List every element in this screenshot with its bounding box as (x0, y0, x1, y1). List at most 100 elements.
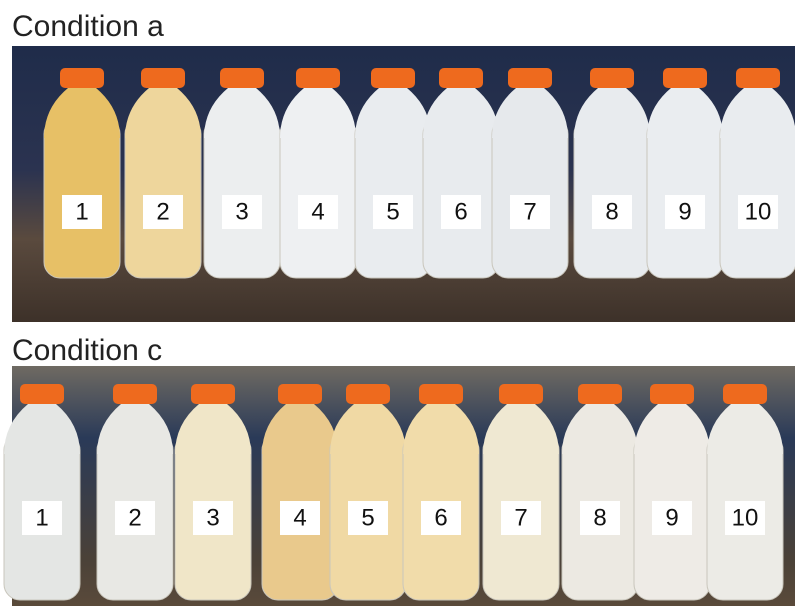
bottle-shoulder (720, 88, 795, 138)
label-box (725, 501, 765, 535)
bottle: 8 (573, 68, 651, 279)
bottle-label: 5 (386, 198, 399, 225)
bottle-cap (278, 384, 322, 404)
bottle-cap (499, 384, 543, 404)
label-box (421, 501, 461, 535)
bottle: 4 (261, 384, 339, 601)
bottle-cap (650, 384, 694, 404)
bottle: 9 (646, 68, 724, 279)
bottle-label: 1 (75, 198, 88, 225)
bottle-cap (371, 68, 415, 88)
bottle-cap (439, 68, 483, 88)
label-box (665, 195, 705, 229)
bottle-shoulder (707, 404, 783, 454)
bottle-shoulder (175, 404, 251, 454)
label-box (592, 195, 632, 229)
bottle: 6 (422, 68, 500, 279)
bottle: 7 (491, 68, 569, 279)
bottle-shoulder (97, 404, 173, 454)
bottle-label: 2 (128, 504, 141, 531)
label-box (580, 501, 620, 535)
bottle-shoulder (647, 88, 723, 138)
bottle-label: 3 (206, 504, 219, 531)
bottle-label: 6 (454, 198, 467, 225)
label-box (348, 501, 388, 535)
bottle-cap (663, 68, 707, 88)
bottle-label: 4 (311, 198, 324, 225)
bottle-cap (220, 68, 264, 88)
bottle-label: 10 (732, 504, 759, 531)
label-box (222, 195, 262, 229)
bottle-shoulder (4, 404, 80, 454)
bottle-cap (296, 68, 340, 88)
label-box (22, 501, 62, 535)
panel-title: Condition c (12, 334, 162, 367)
label-box (738, 195, 778, 229)
bottle-shoulder (562, 404, 638, 454)
bottle-shoulder (330, 404, 406, 454)
bottle-label: 9 (678, 198, 691, 225)
bottle-cap (141, 68, 185, 88)
bottle-label: 7 (523, 198, 536, 225)
bottle-label: 3 (235, 198, 248, 225)
bottle: 1 (43, 68, 121, 279)
bottle-label: 8 (605, 198, 618, 225)
label-box (193, 501, 233, 535)
label-box (298, 195, 338, 229)
label-box (441, 195, 481, 229)
bottle: 1 (3, 384, 81, 601)
bottle-cap (590, 68, 634, 88)
bottle-shoulder (44, 88, 120, 138)
bottle-shoulder (355, 88, 431, 138)
label-box (115, 501, 155, 535)
bottle-shoulder (483, 404, 559, 454)
bottle-cap (60, 68, 104, 88)
bottle-label: 4 (293, 504, 306, 531)
bottle-shoulder (280, 88, 356, 138)
bottle-label: 2 (156, 198, 169, 225)
bottle-shoulder (492, 88, 568, 138)
bottle-cap (419, 384, 463, 404)
bottle-label: 8 (593, 504, 606, 531)
bottle-shoulder (262, 404, 338, 454)
bottle: 5 (354, 68, 432, 279)
bottle-label: 9 (665, 504, 678, 531)
bottle-label: 1 (35, 504, 48, 531)
label-box (652, 501, 692, 535)
bottle: 10 (719, 68, 795, 279)
bottle: 10 (706, 384, 784, 601)
label-box (501, 501, 541, 535)
label-box (510, 195, 550, 229)
bottle-cap (508, 68, 552, 88)
bottle: 8 (561, 384, 639, 601)
bottle-cap (191, 384, 235, 404)
bottle-shoulder (423, 88, 499, 138)
bottle-cap (20, 384, 64, 404)
bottle-shoulder (634, 404, 710, 454)
label-box (143, 195, 183, 229)
label-box (62, 195, 102, 229)
bottle-cap (346, 384, 390, 404)
bottle-label: 6 (434, 504, 447, 531)
label-box (373, 195, 413, 229)
label-box (280, 501, 320, 535)
bottle-cap (736, 68, 780, 88)
bottle: 2 (124, 68, 202, 279)
bottle-shoulder (204, 88, 280, 138)
panel-title: Condition a (12, 10, 164, 43)
bottle-label: 7 (514, 504, 527, 531)
bottle-label: 5 (361, 504, 374, 531)
bottle: 3 (174, 384, 252, 601)
bottle-cap (723, 384, 767, 404)
bottle: 5 (329, 384, 407, 601)
bottle-shoulder (403, 404, 479, 454)
bottle-shoulder (574, 88, 650, 138)
bottle-label: 10 (745, 198, 772, 225)
bottle-cap (113, 384, 157, 404)
bottle: 9 (633, 384, 711, 601)
bottle: 3 (203, 68, 281, 279)
bottle: 2 (96, 384, 174, 601)
bottle: 4 (279, 68, 357, 279)
bottle: 6 (402, 384, 480, 601)
